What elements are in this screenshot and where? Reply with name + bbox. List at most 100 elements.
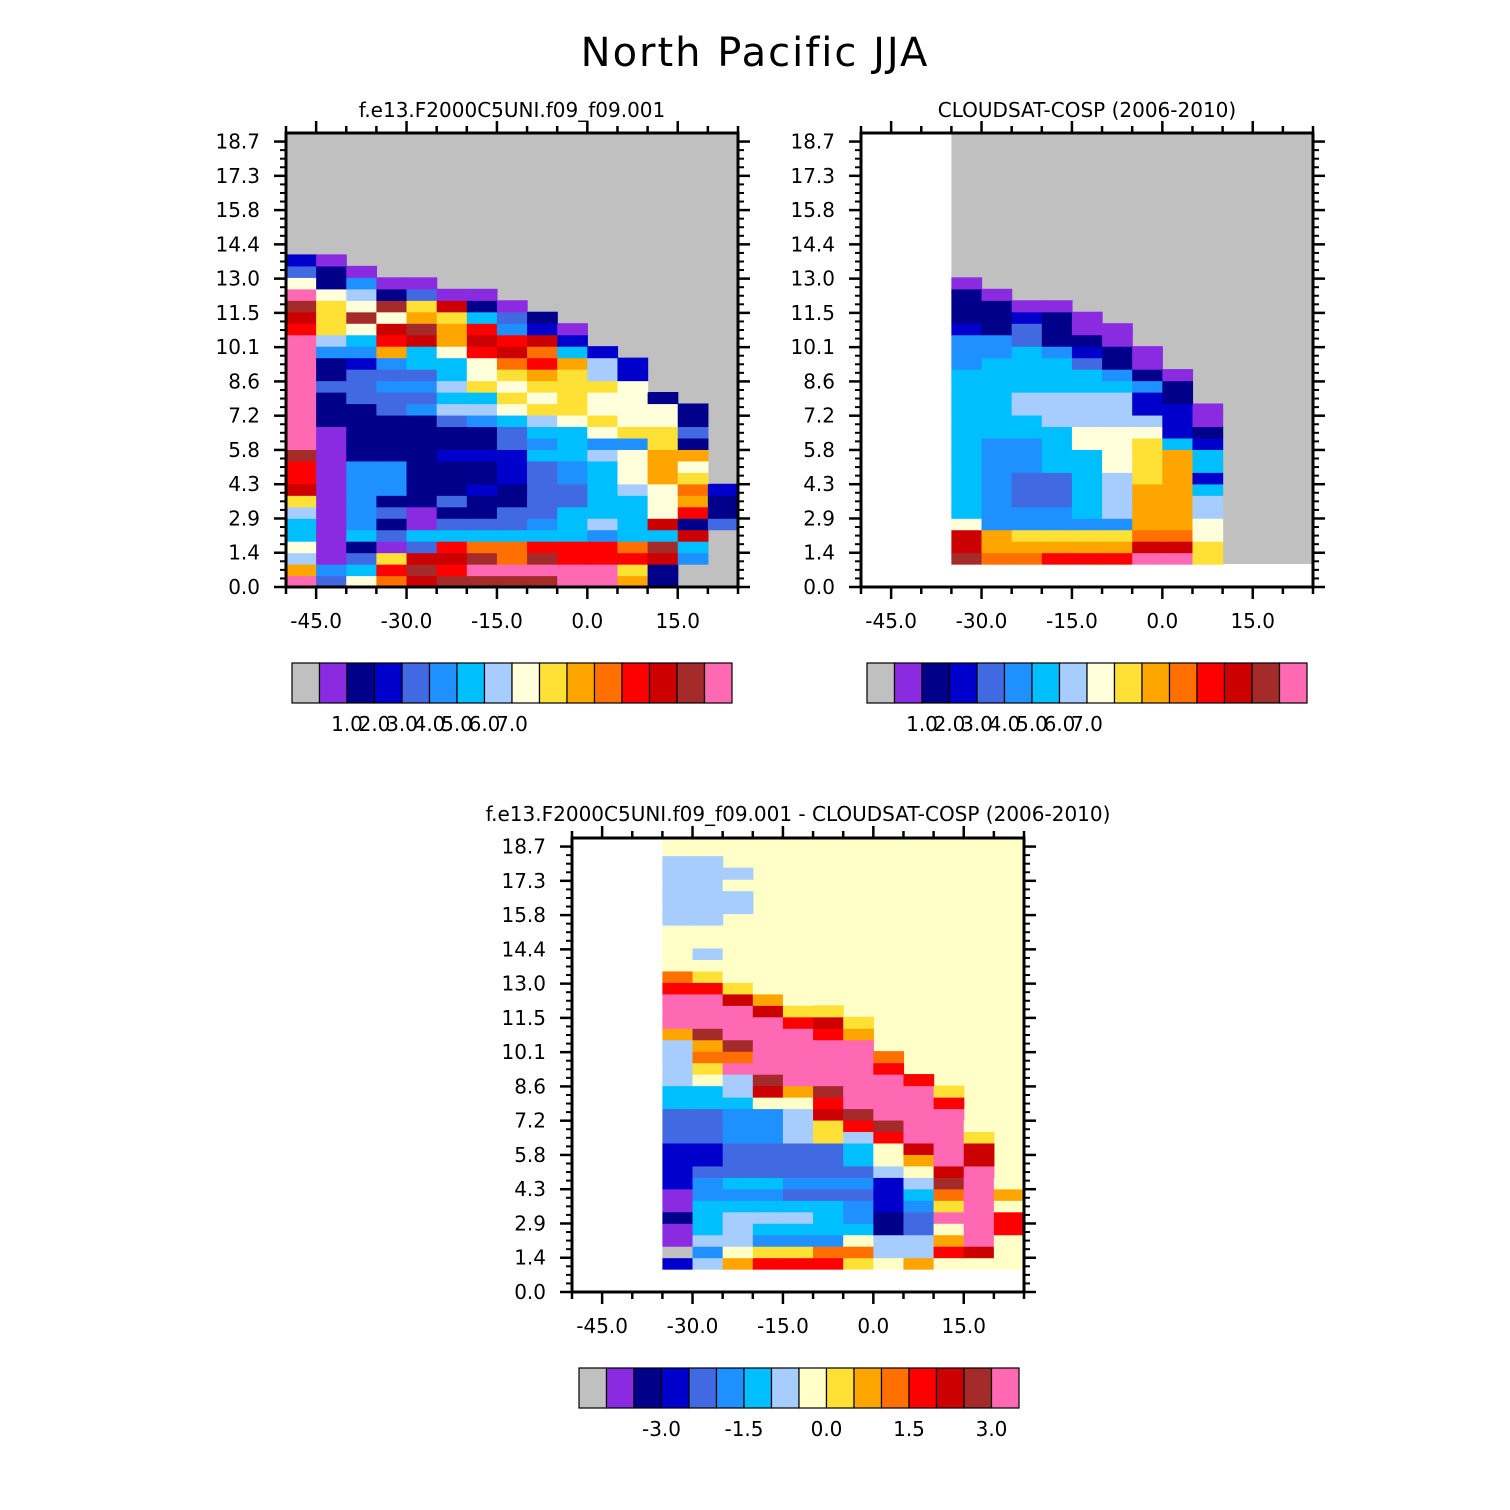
heatmap-cell xyxy=(496,483,528,496)
heatmap-cell xyxy=(903,1074,935,1087)
heatmap-cell xyxy=(692,1039,724,1052)
heatmap-cell xyxy=(813,1039,844,1052)
heatmap-cell xyxy=(662,867,694,880)
heatmap-cell xyxy=(1102,437,1133,450)
heatmap-cell xyxy=(406,346,438,359)
y-tick-label: 18.7 xyxy=(790,130,835,154)
heatmap-cell xyxy=(436,357,468,370)
heatmap-cell xyxy=(662,924,694,938)
y-tick-label: 5.8 xyxy=(514,1143,546,1167)
heatmap-cell xyxy=(933,1085,965,1098)
heatmap-cell xyxy=(782,1223,814,1236)
heatmap-cell xyxy=(963,1154,995,1167)
heatmap-cell xyxy=(722,1188,754,1201)
heatmap-cell xyxy=(843,1085,874,1098)
heatmap-cell xyxy=(647,449,679,462)
heatmap-cell xyxy=(1162,472,1194,485)
heatmap-cell xyxy=(1011,323,1043,336)
heatmap-cell xyxy=(662,1005,694,1018)
y-tick-label: 4.3 xyxy=(803,472,835,496)
heatmap-cell xyxy=(843,1246,874,1259)
heatmap-cell xyxy=(406,529,438,542)
heatmap-cell xyxy=(692,970,724,983)
heatmap-cell xyxy=(873,1246,905,1259)
colorbar-box xyxy=(1223,662,1253,704)
heatmap-cell xyxy=(873,1165,905,1178)
heatmap-cell xyxy=(1192,403,1224,416)
heatmap-cell xyxy=(662,1234,694,1247)
heatmap-cell xyxy=(466,506,498,519)
heatmap-cell xyxy=(662,1223,694,1236)
y-tick-label: 13.0 xyxy=(215,267,260,291)
heatmap-cell xyxy=(316,506,347,519)
heatmap-cell xyxy=(316,254,347,267)
heatmap-cell xyxy=(752,1051,784,1064)
y-tick-label: 14.4 xyxy=(501,937,546,961)
heatmap-cell xyxy=(752,982,784,995)
heatmap-cell xyxy=(692,1165,724,1178)
heatmap-cell xyxy=(436,288,468,301)
heatmap-cell xyxy=(1071,506,1103,519)
heatmap-cell xyxy=(873,1062,905,1075)
heatmap-cell xyxy=(587,483,619,496)
heatmap-cell xyxy=(286,277,317,290)
heatmap-cell xyxy=(951,369,983,382)
heatmap-cell xyxy=(782,1097,814,1110)
y-tick-label: 14.4 xyxy=(790,232,835,256)
heatmap-cell xyxy=(752,1211,784,1224)
heatmap-cell xyxy=(1192,529,1224,542)
heatmap-cell xyxy=(316,288,347,301)
heatmap-cell xyxy=(1102,380,1133,393)
x-tick-label: 15.0 xyxy=(1230,609,1275,633)
heatmap-cell xyxy=(1132,529,1163,542)
heatmap-cell xyxy=(963,1211,995,1224)
heatmap-cell xyxy=(933,1154,965,1167)
heatmap-cell xyxy=(662,947,694,960)
heatmap-cell xyxy=(436,575,468,588)
heatmap-cell xyxy=(1041,369,1073,382)
heatmap-cell xyxy=(843,1097,874,1110)
colorbar-label: 1.0 xyxy=(906,712,938,736)
heatmap-cell xyxy=(436,506,468,519)
heatmap-cell xyxy=(843,1119,874,1133)
heatmap-cell xyxy=(1041,472,1073,485)
heatmap-cell xyxy=(617,564,649,577)
heatmap-cell xyxy=(587,403,619,416)
heatmap-cell xyxy=(981,288,1013,301)
heatmap-cell xyxy=(316,380,347,393)
heatmap-cell xyxy=(1071,369,1103,382)
heatmap-cell xyxy=(752,993,784,1006)
y-tick-label: 4.3 xyxy=(514,1177,546,1201)
heatmap-cell xyxy=(813,1223,844,1236)
heatmap-cell xyxy=(903,1142,935,1155)
heatmap-cell xyxy=(557,323,588,336)
heatmap-cell xyxy=(782,1074,814,1087)
heatmap-cell xyxy=(873,1234,905,1247)
heatmap-cell xyxy=(1071,334,1103,347)
heatmap-cell xyxy=(406,357,438,370)
heatmap-cell xyxy=(406,414,438,428)
heatmap-cell xyxy=(617,506,649,519)
heatmap-cell xyxy=(376,346,408,359)
heatmap-cell xyxy=(981,392,1013,405)
heatmap-cell xyxy=(963,1142,995,1155)
heatmap-cell xyxy=(722,936,754,949)
colorbar-label: 6.0 xyxy=(1044,712,1076,736)
heatmap-cell xyxy=(722,902,754,915)
heatmap-cell xyxy=(722,1223,754,1236)
heatmap-cell xyxy=(692,982,724,995)
heatmap-cell xyxy=(662,1119,694,1133)
y-tick-label: 7.2 xyxy=(514,1109,546,1133)
heatmap-cell xyxy=(346,277,377,290)
heatmap-cell xyxy=(587,357,619,370)
y-tick-label: 7.2 xyxy=(803,404,835,428)
heatmap-cell xyxy=(316,323,347,336)
heatmap-cell xyxy=(1011,495,1043,508)
heatmap-cell xyxy=(647,403,679,416)
heatmap-cell xyxy=(286,483,317,496)
heatmap-cell xyxy=(406,300,438,313)
heatmap-cell xyxy=(843,1177,874,1190)
heatmap-cell xyxy=(722,1200,754,1213)
heatmap-cell xyxy=(1011,518,1043,531)
heatmap-cell xyxy=(752,970,784,983)
